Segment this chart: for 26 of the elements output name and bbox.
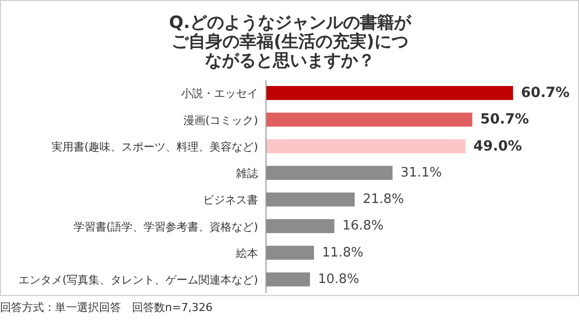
- y-tick-label: 絵本: [235, 246, 258, 260]
- y-tick-label: エンタメ(写真集、タレント、ゲーム関連本など): [18, 274, 258, 287]
- bar: [266, 272, 310, 286]
- data-label: 10.8%: [318, 272, 360, 287]
- data-label: 60.7%: [521, 85, 570, 101]
- data-label: 16.8%: [342, 218, 384, 234]
- y-tick-label: 学習書(語学、学習参考書、資格など): [73, 220, 258, 234]
- data-label: 21.8%: [362, 192, 404, 207]
- bar: [266, 112, 472, 127]
- y-tick-label: 実用書(趣味、スポーツ、料理、美容など): [51, 140, 258, 154]
- bar: [266, 139, 466, 154]
- chart-title: Q.どのようなジャンルの書籍がご自身の幸福(生活の充実)につながると思いますか？: [168, 13, 412, 71]
- data-label: 11.8%: [322, 245, 364, 260]
- text: 回答方式：単一選択回答 回答数n=7,326: [0, 300, 213, 315]
- bar: [266, 246, 314, 260]
- y-tick-label: 小説・エッセイ: [181, 87, 258, 100]
- bar: [266, 86, 513, 100]
- data-label: 49.0%: [473, 138, 522, 154]
- data-label: 50.7%: [480, 112, 529, 128]
- bar: [266, 192, 355, 206]
- y-tick-label: 漫画(コミック): [183, 114, 258, 127]
- y-tick-label: ビジネス書: [203, 194, 258, 207]
- bar: [266, 166, 393, 180]
- y-tick-label: 雑誌: [236, 167, 258, 180]
- bar: [266, 219, 334, 234]
- data-label: 31.1%: [400, 165, 442, 180]
